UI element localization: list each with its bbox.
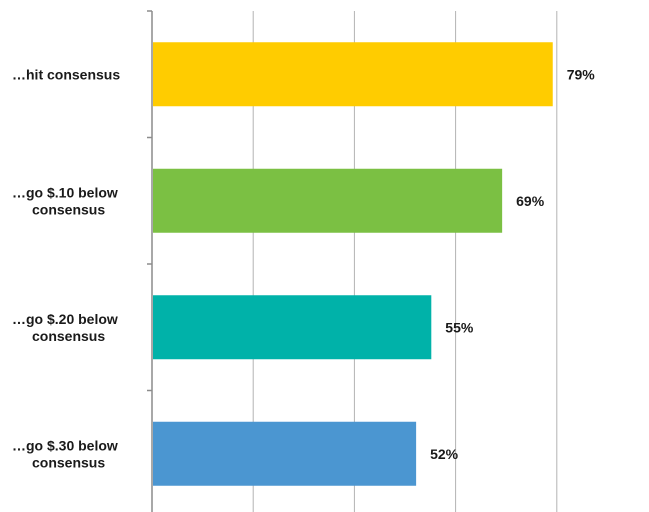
data-labels: 79% 69% 55% 52%: [430, 66, 595, 462]
bar-1: [153, 42, 553, 107]
category-label-line: …go $.20 below: [12, 311, 118, 327]
data-label-4: 52%: [430, 446, 459, 462]
bar-4: [153, 421, 417, 486]
data-label-3: 55%: [445, 319, 474, 335]
category-label-line: …go $.30 below: [12, 437, 118, 453]
category-labels: …hit consensus…go $.10 below consensus…go…: [12, 66, 120, 470]
category-label-2: …go $.10 below consensus: [12, 184, 118, 217]
category-label-line: consensus: [32, 201, 105, 217]
data-label-2: 69%: [516, 193, 545, 209]
y-axis: [147, 10, 153, 512]
category-label-4: …go $.30 below consensus: [12, 437, 118, 470]
data-label-1: 79%: [567, 66, 596, 82]
category-label-line: …go $.10 below: [12, 184, 118, 200]
bar-3: [153, 295, 432, 360]
category-label-line: consensus: [32, 454, 105, 470]
bars: [153, 42, 553, 486]
bar-2: [153, 168, 503, 233]
category-label-1: …hit consensus: [12, 66, 120, 82]
category-label-3: …go $.20 below consensus: [12, 311, 118, 344]
category-label-line: …hit consensus: [12, 66, 120, 82]
category-label-line: consensus: [32, 328, 105, 344]
